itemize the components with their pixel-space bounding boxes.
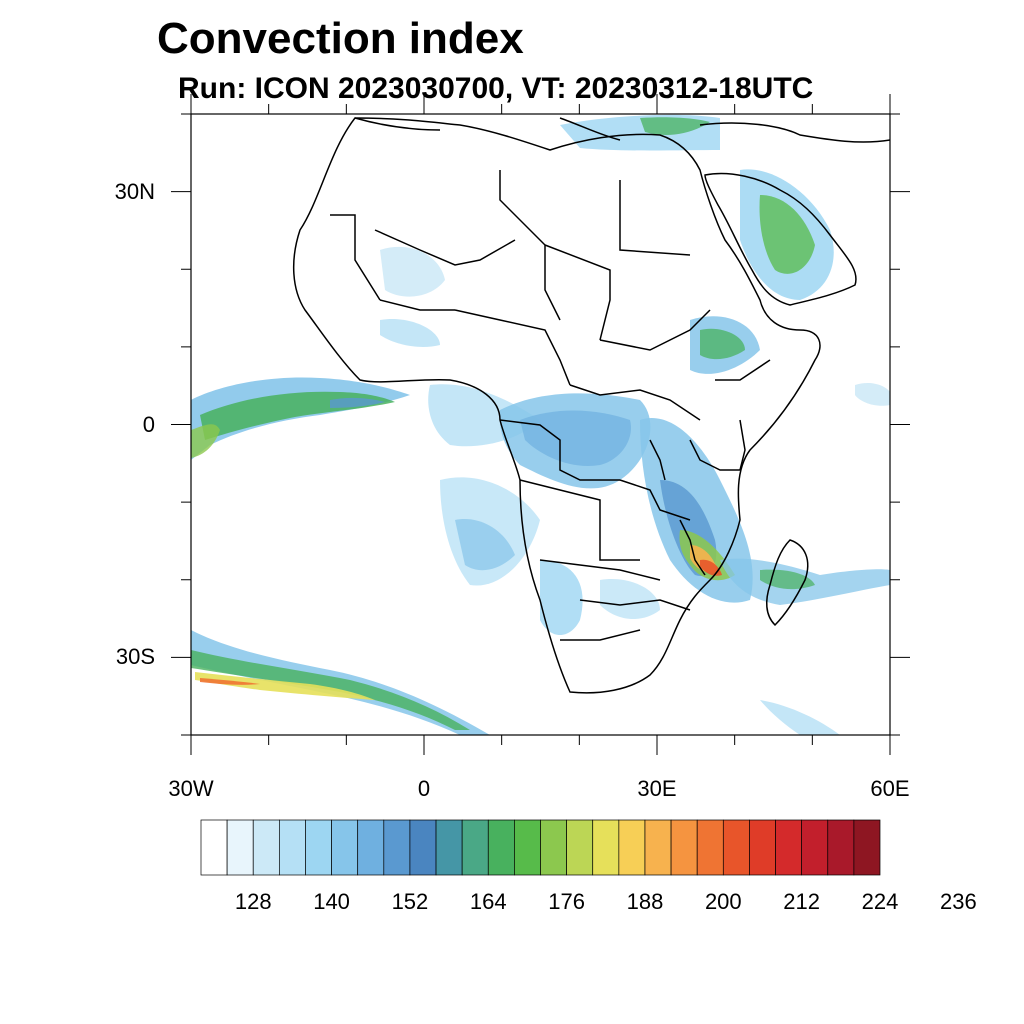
colorbar-swatch <box>670 819 698 876</box>
colorbar-swatch <box>853 819 881 876</box>
y-tick-label: 0 <box>142 411 155 437</box>
colorbar-swatch <box>305 819 332 876</box>
colorbar-swatch <box>566 819 594 876</box>
colorbar-label: 212 <box>783 889 820 914</box>
colorbar-swatch <box>331 819 359 876</box>
chart-subtitle: Run: ICON 2023030700, VT: 20230312-18UTC <box>178 72 814 105</box>
colorbar-swatch <box>409 819 437 876</box>
colorbar-swatch <box>644 819 672 876</box>
colorbar-label: 164 <box>469 889 507 914</box>
colorbar-swatch <box>801 819 829 876</box>
colorbar-swatch <box>200 819 228 876</box>
colorbar-label: 152 <box>391 889 429 914</box>
chart-title: Convection index <box>157 14 524 63</box>
colorbar-swatch <box>696 819 724 876</box>
x-tick-label: 30E <box>637 776 677 801</box>
colorbar-swatch <box>592 819 620 876</box>
colorbar-label: 236 <box>939 889 977 914</box>
x-tick-label: 30W <box>168 776 214 801</box>
colorbar-label: 188 <box>626 889 664 914</box>
colorbar-swatch <box>435 819 463 876</box>
colorbar-label: 176 <box>548 889 585 914</box>
colorbar-swatch <box>749 819 776 876</box>
colorbar-swatch <box>357 819 385 876</box>
colorbar-label: 128 <box>234 889 272 914</box>
coastlines <box>292 117 890 694</box>
colorbar-swatch <box>722 819 750 876</box>
colorbar-swatch <box>540 819 567 876</box>
colorbar-swatch <box>775 819 803 876</box>
colorbar-swatch <box>383 819 411 876</box>
convection-field <box>191 114 890 735</box>
colorbar-label: 224 <box>861 889 899 914</box>
y-tick-label: 30N <box>114 178 155 204</box>
colorbar-swatch <box>226 819 254 876</box>
x-tick-label: 60E <box>870 776 910 801</box>
colorbar-swatch <box>461 819 489 876</box>
colorbar-swatch <box>278 819 306 876</box>
colorbar-label: 140 <box>313 889 350 914</box>
y-tick-label: 30S <box>115 644 155 670</box>
colorbar-swatch <box>827 819 855 876</box>
axis-ticks <box>171 94 910 755</box>
colorbar-swatch <box>252 819 280 876</box>
colorbar-swatch <box>514 819 541 876</box>
colorbar-label: 200 <box>704 889 742 914</box>
colorbar-swatch <box>618 819 646 876</box>
colorbar <box>200 819 881 876</box>
colorbar-swatch <box>487 819 515 876</box>
x-tick-label: 0 <box>417 776 431 801</box>
